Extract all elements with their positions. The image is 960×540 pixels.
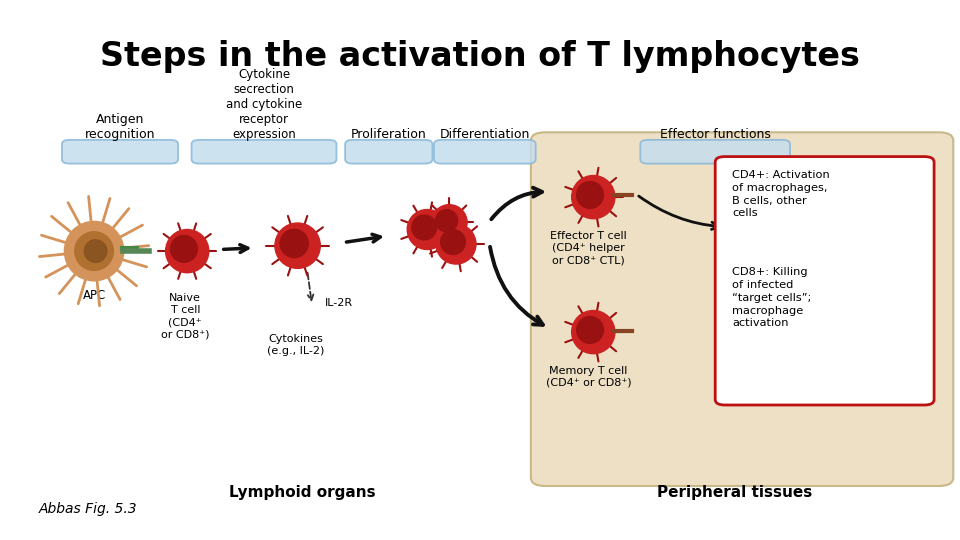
Text: Cytokines
(e.g., IL-2): Cytokines (e.g., IL-2) [267, 334, 324, 356]
Ellipse shape [171, 235, 198, 262]
FancyBboxPatch shape [531, 132, 953, 486]
Ellipse shape [275, 223, 321, 268]
Ellipse shape [436, 224, 476, 264]
Text: Lymphoid organs: Lymphoid organs [229, 484, 375, 500]
FancyBboxPatch shape [192, 140, 337, 164]
Text: Proliferation: Proliferation [351, 129, 426, 141]
FancyBboxPatch shape [640, 140, 790, 164]
FancyBboxPatch shape [434, 140, 536, 164]
Text: APC: APC [83, 289, 106, 302]
Ellipse shape [64, 221, 124, 281]
FancyBboxPatch shape [715, 157, 934, 405]
Text: CD4+: Activation
of macrophages,
B cells, other
cells: CD4+: Activation of macrophages, B cells… [732, 170, 830, 219]
Ellipse shape [577, 181, 604, 208]
Ellipse shape [436, 210, 458, 232]
Text: Differentiation: Differentiation [440, 129, 530, 141]
Ellipse shape [166, 230, 209, 273]
Ellipse shape [431, 205, 468, 240]
Text: Naive
T cell
(CD4⁺
or CD8⁺): Naive T cell (CD4⁺ or CD8⁺) [161, 293, 209, 340]
Ellipse shape [571, 310, 614, 354]
Ellipse shape [571, 176, 614, 219]
Text: Antigen
recognition: Antigen recognition [84, 113, 156, 141]
Ellipse shape [441, 230, 466, 254]
Text: Abbas Fig. 5.3: Abbas Fig. 5.3 [38, 502, 137, 516]
Text: Effector functions: Effector functions [660, 129, 771, 141]
Text: IL-2R: IL-2R [324, 298, 352, 308]
Text: Cytokine
secrection
and cytokine
receptor
expression: Cytokine secrection and cytokine recepto… [226, 69, 302, 141]
Ellipse shape [577, 316, 604, 343]
Ellipse shape [84, 240, 107, 262]
FancyBboxPatch shape [61, 140, 178, 164]
Text: Steps in the activation of T lymphocytes: Steps in the activation of T lymphocytes [100, 40, 860, 73]
Ellipse shape [407, 210, 447, 249]
Ellipse shape [412, 215, 437, 240]
Ellipse shape [75, 232, 113, 271]
FancyBboxPatch shape [346, 140, 432, 164]
Text: Memory T cell
(CD4⁺ or CD8⁺): Memory T cell (CD4⁺ or CD8⁺) [545, 366, 632, 388]
Text: CD8+: Killing
of infected
“target cells”;
macrophage
activation: CD8+: Killing of infected “target cells”… [732, 267, 812, 328]
Text: Effector T cell
(CD4⁺ helper
or CD8⁺ CTL): Effector T cell (CD4⁺ helper or CD8⁺ CTL… [550, 231, 627, 265]
Text: Peripheral tissues: Peripheral tissues [657, 484, 812, 500]
Ellipse shape [280, 230, 308, 258]
